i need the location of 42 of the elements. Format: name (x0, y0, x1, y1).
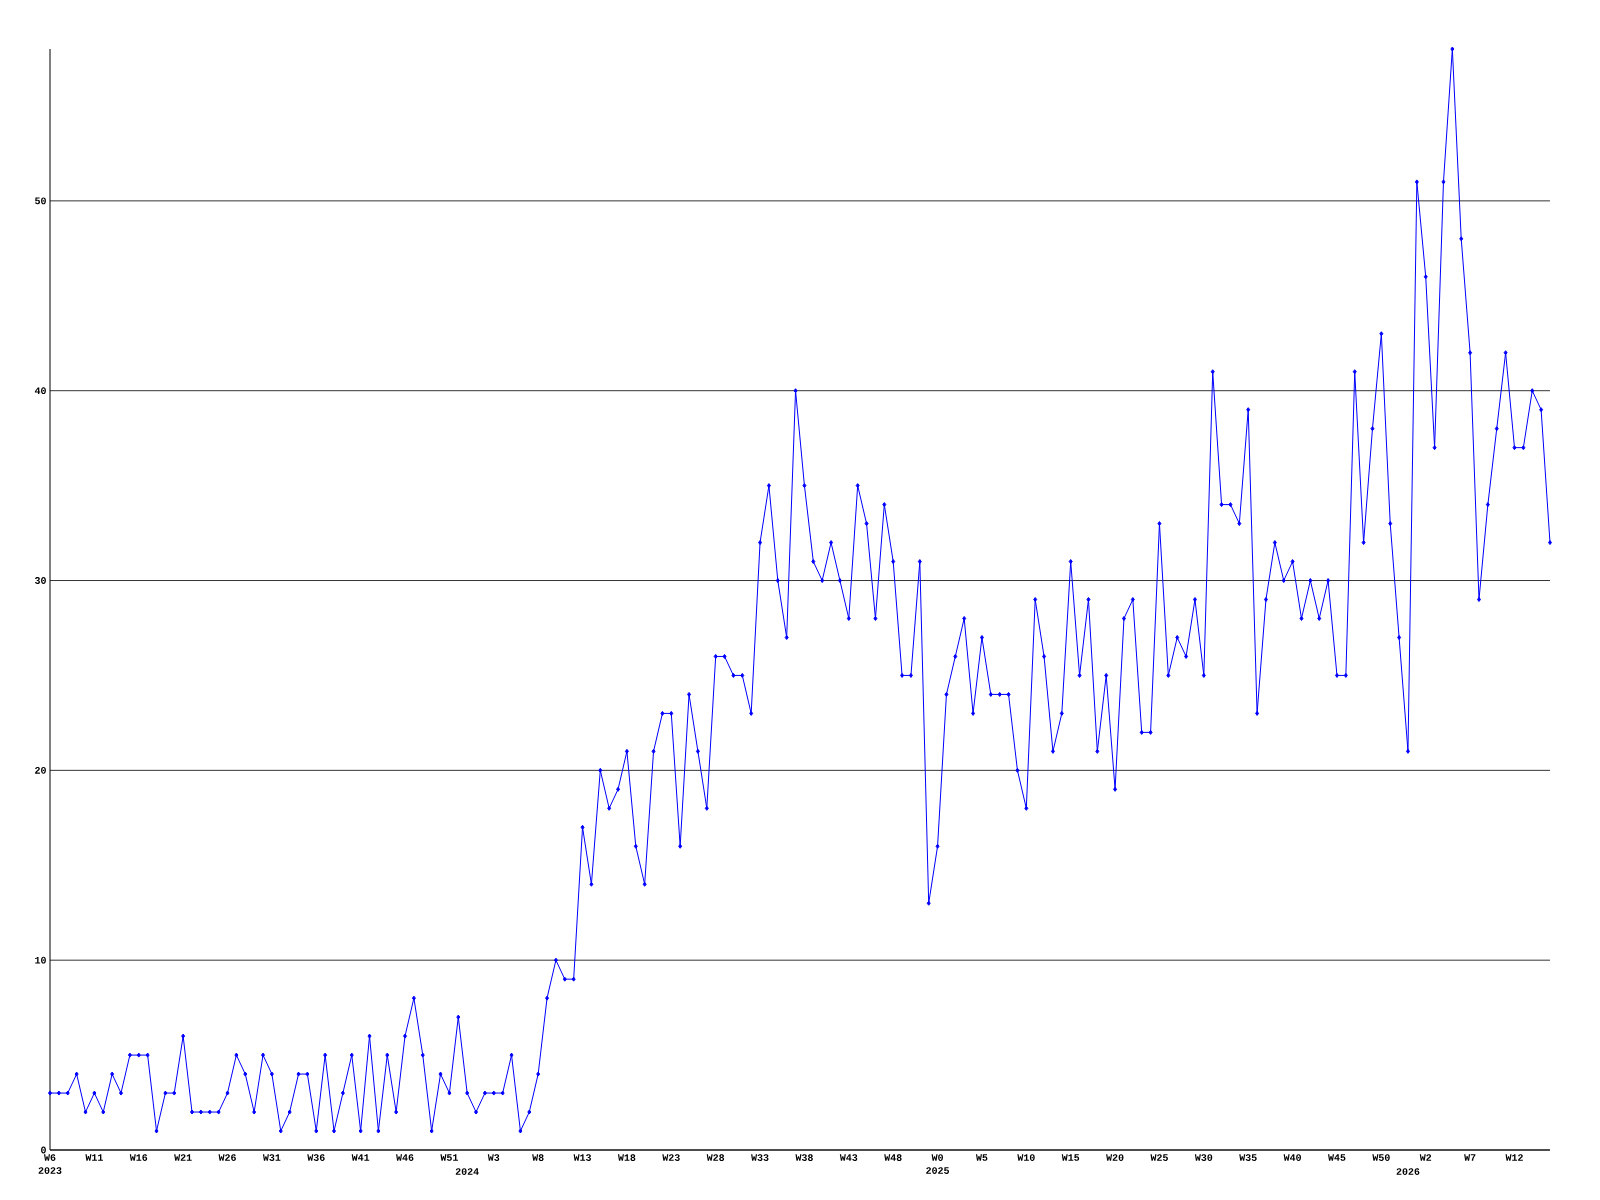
y-tick-label: 50 (35, 197, 46, 205)
y-tick-label: 0 (41, 1146, 46, 1154)
x-tick-label: W13 (573, 1154, 591, 1161)
x-tick-label: W21 (174, 1154, 192, 1161)
x-tick-label: W6 2023 (38, 1154, 62, 1174)
x-tick-label: W8 (532, 1154, 544, 1161)
x-tick-label: W7 (1464, 1154, 1476, 1161)
x-tick-label: W11 (85, 1154, 103, 1161)
x-tick-label: 2026 (1396, 1168, 1420, 1175)
x-tick-label: W30 (1194, 1154, 1213, 1161)
x-tick-label: W51 (440, 1154, 458, 1161)
x-tick-label: W26 (218, 1154, 236, 1161)
x-tick-label: W48 (884, 1154, 902, 1161)
x-tick-label: W28 (706, 1154, 725, 1161)
x-tick-label: W25 (1150, 1154, 1168, 1161)
x-tick-label: W35 (1239, 1154, 1257, 1161)
x-tick-label: W0 2025 (926, 1154, 950, 1174)
x-tick-label: W16 (129, 1154, 148, 1161)
y-tick-label: 20 (35, 766, 46, 774)
x-tick-label: W2 (1419, 1154, 1432, 1161)
x-tick-label: W50 (1372, 1154, 1390, 1161)
y-tick-label: 30 (34, 577, 46, 584)
x-tick-label: W43 (839, 1154, 858, 1161)
x-tick-label: W5 (975, 1154, 988, 1161)
x-tick-label: W36 (307, 1154, 325, 1161)
x-tick-label: W10 (1017, 1154, 1035, 1161)
x-tick-label: W12 (1505, 1154, 1523, 1161)
x-tick-label: W15 (1061, 1154, 1080, 1161)
x-tick-label: W46 (396, 1154, 414, 1161)
x-tick-label: W23 (662, 1154, 680, 1161)
x-tick-label: W38 (795, 1154, 813, 1161)
y-tick-label: 40 (34, 387, 46, 395)
x-tick-label: W33 (751, 1154, 769, 1161)
x-tick-label: W40 (1283, 1154, 1301, 1161)
y-tick-label: 10 (35, 956, 46, 964)
x-tick-label: W41 (351, 1154, 370, 1161)
x-tick-label: W18 (617, 1154, 636, 1161)
x-tick-label: W31 (262, 1154, 281, 1161)
x-tick-label: W3 (487, 1154, 500, 1161)
x-tick-label: W20 (1106, 1154, 1124, 1161)
x-tick-label: 2024 (455, 1168, 479, 1175)
x-tick-label: W45 (1328, 1154, 1346, 1161)
